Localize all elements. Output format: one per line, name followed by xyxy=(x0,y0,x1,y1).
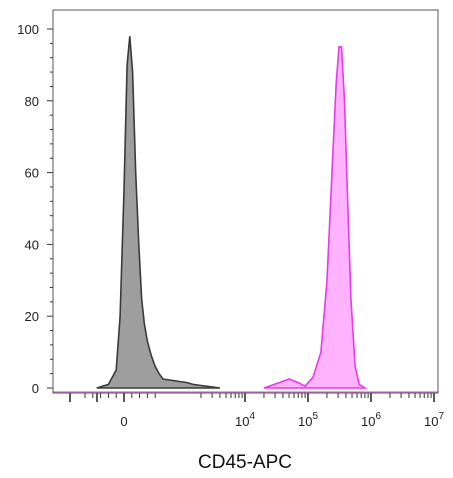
plot-frame xyxy=(52,9,439,394)
y-tick-label-20: 20 xyxy=(25,309,39,324)
x-tick-label-zero: 0 xyxy=(120,414,127,429)
y-tick-label-80: 80 xyxy=(25,94,39,109)
y-tick-label-100: 100 xyxy=(17,22,39,37)
series-fills xyxy=(53,36,438,393)
y-tick-label-60: 60 xyxy=(25,166,39,181)
series-2-histogram xyxy=(263,46,368,389)
y-axis: 0 20 40 60 80 100 xyxy=(17,22,53,396)
x-tick-label-7: 107 xyxy=(424,411,444,429)
x-tick-label-4: 104 xyxy=(235,411,255,429)
x-tick-label-6: 106 xyxy=(361,411,381,429)
y-tick-label-0: 0 xyxy=(32,381,39,396)
x-axis-title: CD45-APC xyxy=(198,452,292,473)
x-axis: 0 104 105 106 107 xyxy=(69,393,444,429)
series-1-histogram xyxy=(96,36,221,389)
y-tick-label-40: 40 xyxy=(25,237,39,252)
x-tick-label-5: 105 xyxy=(298,411,318,429)
